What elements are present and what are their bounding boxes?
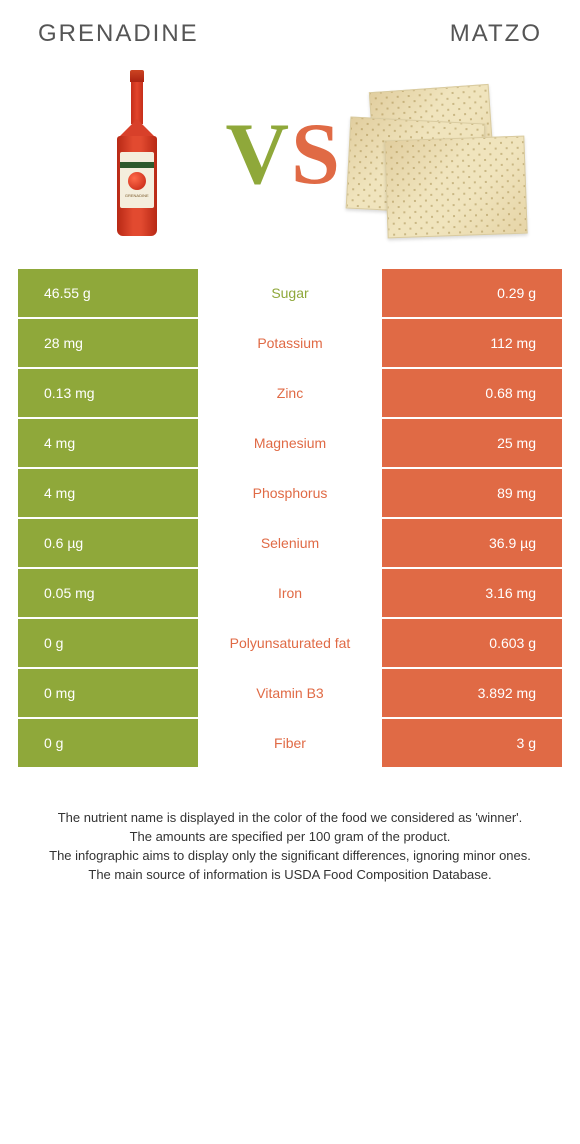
infographic-container: GRENADINE MATZO GRENADINE VS — [0, 0, 580, 914]
footer-notes: The nutrient name is displayed in the co… — [18, 809, 562, 884]
cell-nutrient-label: Iron — [198, 569, 382, 617]
cell-right-value: 0.603 g — [382, 619, 562, 667]
cell-nutrient-label: Polyunsaturated fat — [198, 619, 382, 667]
cell-nutrient-label: Zinc — [198, 369, 382, 417]
cell-right-value: 3.892 mg — [382, 669, 562, 717]
cell-left-value: 0.13 mg — [18, 369, 198, 417]
cell-right-value: 3.16 mg — [382, 569, 562, 617]
cell-nutrient-label: Sugar — [198, 269, 382, 317]
footer-line: The amounts are specified per 100 gram o… — [36, 828, 544, 847]
table-row: 4 mgPhosphorus89 mg — [18, 469, 562, 519]
titles-row: GRENADINE MATZO — [18, 20, 562, 48]
cell-left-value: 0 g — [18, 719, 198, 767]
table-row: 0 gPolyunsaturated fat0.603 g — [18, 619, 562, 669]
vs-v: V — [225, 111, 291, 199]
title-right: MATZO — [450, 20, 542, 48]
cell-nutrient-label: Phosphorus — [198, 469, 382, 517]
title-left: GRENADINE — [38, 20, 199, 48]
footer-line: The main source of information is USDA F… — [36, 866, 544, 885]
cell-nutrient-label: Potassium — [198, 319, 382, 367]
hero-image-left: GRENADINE — [48, 60, 225, 250]
cell-right-value: 112 mg — [382, 319, 562, 367]
table-row: 0.13 mgZinc0.68 mg — [18, 369, 562, 419]
table-row: 0 gFiber3 g — [18, 719, 562, 769]
nutrient-table: 46.55 gSugar0.29 g28 mgPotassium112 mg0.… — [18, 268, 562, 769]
cell-left-value: 0 mg — [18, 669, 198, 717]
table-row: 28 mgPotassium112 mg — [18, 319, 562, 369]
cell-left-value: 4 mg — [18, 419, 198, 467]
cell-left-value: 46.55 g — [18, 269, 198, 317]
vs-s: S — [291, 111, 342, 199]
cell-left-value: 0 g — [18, 619, 198, 667]
cell-right-value: 36.9 µg — [382, 519, 562, 567]
table-row: 0.6 µgSelenium36.9 µg — [18, 519, 562, 569]
cell-right-value: 3 g — [382, 719, 562, 767]
hero-row: GRENADINE VS — [18, 60, 562, 250]
grenadine-bottle-icon: GRENADINE — [115, 70, 159, 240]
cell-right-value: 0.29 g — [382, 269, 562, 317]
footer-line: The nutrient name is displayed in the co… — [36, 809, 544, 828]
cell-nutrient-label: Vitamin B3 — [198, 669, 382, 717]
matzo-crackers-icon — [342, 80, 532, 230]
table-row: 0.05 mgIron3.16 mg — [18, 569, 562, 619]
cell-left-value: 28 mg — [18, 319, 198, 367]
vs-label: VS — [225, 111, 342, 199]
table-row: 4 mgMagnesium25 mg — [18, 419, 562, 469]
table-row: 46.55 gSugar0.29 g — [18, 269, 562, 319]
footer-line: The infographic aims to display only the… — [36, 847, 544, 866]
cell-right-value: 25 mg — [382, 419, 562, 467]
cell-left-value: 0.05 mg — [18, 569, 198, 617]
cell-left-value: 4 mg — [18, 469, 198, 517]
cell-nutrient-label: Selenium — [198, 519, 382, 567]
cell-nutrient-label: Magnesium — [198, 419, 382, 467]
cell-nutrient-label: Fiber — [198, 719, 382, 767]
hero-image-right — [342, 60, 532, 250]
cell-right-value: 0.68 mg — [382, 369, 562, 417]
cell-right-value: 89 mg — [382, 469, 562, 517]
cell-left-value: 0.6 µg — [18, 519, 198, 567]
table-row: 0 mgVitamin B33.892 mg — [18, 669, 562, 719]
